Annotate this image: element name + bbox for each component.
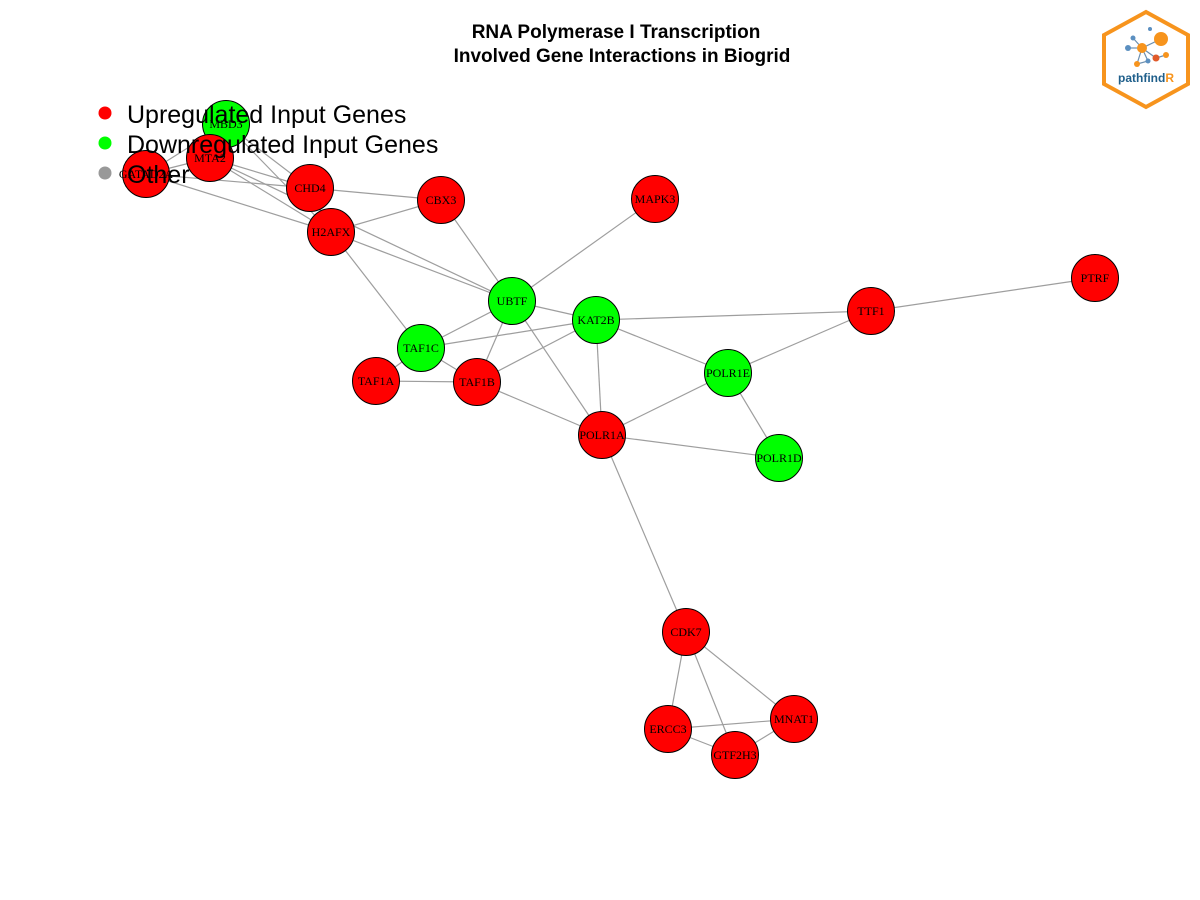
edge-polr1a-polr1d <box>601 434 780 459</box>
node-label: TAF1B <box>459 375 495 389</box>
node-circle[interactable] <box>397 324 445 372</box>
diagram-title: RNA Polymerase I Transcription Involved … <box>454 22 791 67</box>
node-circle[interactable] <box>755 434 803 482</box>
node-label: CHD4 <box>294 181 325 195</box>
node-label: GATAD2A <box>119 167 174 181</box>
node-label: MAPK3 <box>635 192 676 206</box>
node-ptrf[interactable]: PTRF <box>1071 254 1119 302</box>
node-ercc3[interactable]: ERCC3 <box>644 705 692 753</box>
logo-text-main: pathfind <box>1118 71 1165 85</box>
pathfindr-logo: pathfindR <box>1102 9 1190 110</box>
legend-swatch-other <box>98 166 112 180</box>
node-circle[interactable] <box>488 277 536 325</box>
node-kat2b[interactable]: KAT2B <box>572 296 620 344</box>
node-circle[interactable] <box>704 349 752 397</box>
node-circle[interactable] <box>122 150 170 198</box>
node-label: TTF1 <box>857 304 884 318</box>
node-chd4[interactable]: CHD4 <box>286 164 334 212</box>
node-mapk3[interactable]: MAPK3 <box>631 175 679 223</box>
node-circle[interactable] <box>286 164 334 212</box>
legend-swatch-down <box>98 136 112 150</box>
node-label: POLR1A <box>579 428 625 442</box>
legend-swatch-up <box>98 106 112 120</box>
node-label: TAF1A <box>358 374 395 388</box>
node-label: POLR1D <box>756 451 802 465</box>
node-polr1d[interactable]: POLR1D <box>755 434 803 482</box>
node-circle[interactable] <box>453 358 501 406</box>
logo-text-accent: R <box>1165 71 1174 85</box>
node-cdk7[interactable]: CDK7 <box>662 608 710 656</box>
edge-gatad2a-h2afx <box>145 173 332 233</box>
node-polr1e[interactable]: POLR1E <box>704 349 752 397</box>
edge-mapk3-ubtf <box>511 198 656 302</box>
node-label: POLR1E <box>706 366 750 380</box>
node-label: MNAT1 <box>774 712 814 726</box>
edge-ttf1-ptrf <box>870 277 1096 312</box>
node-circle[interactable] <box>578 411 626 459</box>
edge-polr1a-cdk7 <box>601 434 687 633</box>
node-circle[interactable] <box>847 287 895 335</box>
node-circle[interactable] <box>644 705 692 753</box>
node-layer: MBD3 MTA2 GATAD2A CHD4 CBX3 MAPK3 H2AFX UBTF KAT… <box>119 100 1119 779</box>
node-label: MTA2 <box>194 151 226 165</box>
node-label: H2AFX <box>312 225 351 239</box>
node-gtf2h3[interactable]: GTF2H3 <box>711 731 759 779</box>
legend: Upregulated Input Genes Downregulated In… <box>98 101 438 189</box>
node-label: PTRF <box>1081 271 1110 285</box>
title-line-2: Involved Gene Interactions in Biogrid <box>454 46 791 67</box>
node-taf1a[interactable]: TAF1A <box>352 357 400 405</box>
edge-kat2b-ttf1 <box>595 310 872 321</box>
edge-kat2b-taf1c <box>420 319 597 349</box>
logo-network-nodes <box>1125 27 1169 67</box>
node-circle[interactable] <box>352 357 400 405</box>
node-ttf1[interactable]: TTF1 <box>847 287 895 335</box>
node-taf1b[interactable]: TAF1B <box>453 358 501 406</box>
node-cbx3[interactable]: CBX3 <box>417 176 465 224</box>
node-circle[interactable] <box>572 296 620 344</box>
node-circle[interactable] <box>417 176 465 224</box>
node-circle[interactable] <box>631 175 679 223</box>
node-mta2[interactable]: MTA2 <box>186 134 234 182</box>
edge-gatad2a-chd4 <box>145 173 311 189</box>
node-label: CBX3 <box>426 193 457 207</box>
node-circle[interactable] <box>711 731 759 779</box>
node-label: CDK7 <box>670 625 701 639</box>
node-h2afx[interactable]: H2AFX <box>307 208 355 256</box>
logo-text: pathfindR <box>1118 71 1174 85</box>
node-polr1a[interactable]: POLR1A <box>578 411 626 459</box>
edge-h2afx-taf1c <box>330 231 422 349</box>
node-taf1c[interactable]: TAF1C <box>397 324 445 372</box>
title-line-1: RNA Polymerase I Transcription <box>472 22 761 43</box>
node-circle[interactable] <box>770 695 818 743</box>
node-label: KAT2B <box>577 313 614 327</box>
legend-label-other: Other <box>127 161 190 189</box>
node-gatad2a[interactable]: GATAD2A <box>119 150 174 198</box>
node-label: UBTF <box>497 294 528 308</box>
node-mnat1[interactable]: MNAT1 <box>770 695 818 743</box>
edge-ubtf-polr1a <box>511 300 603 436</box>
edge-h2afx-ubtf <box>330 231 513 302</box>
node-label: ERCC3 <box>649 722 686 736</box>
node-label: GTF2H3 <box>713 748 756 762</box>
legend-label-down: Downregulated Input Genes <box>127 131 438 159</box>
edge-mta2-ubtf <box>209 157 513 302</box>
node-label: TAF1C <box>403 341 439 355</box>
legend-label-up: Upregulated Input Genes <box>127 101 406 129</box>
node-circle[interactable] <box>662 608 710 656</box>
node-circle[interactable] <box>1071 254 1119 302</box>
node-circle[interactable] <box>307 208 355 256</box>
node-circle[interactable] <box>186 134 234 182</box>
edge-ttf1-polr1e <box>727 310 872 374</box>
node-ubtf[interactable]: UBTF <box>488 277 536 325</box>
node-label: MBD3 <box>209 117 242 131</box>
